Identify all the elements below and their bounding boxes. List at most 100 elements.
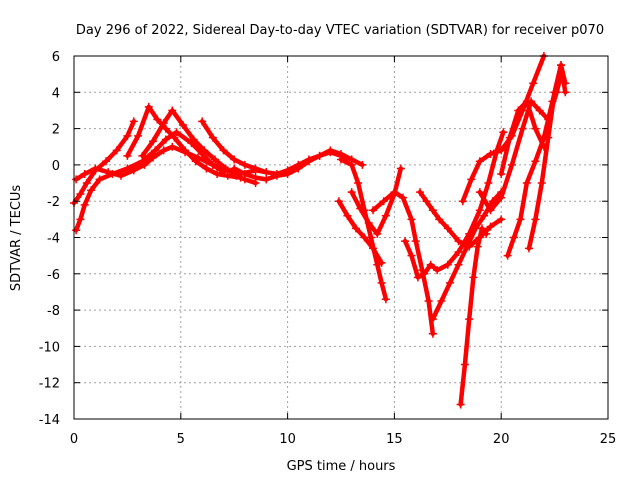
data-point bbox=[315, 151, 324, 160]
data-point bbox=[531, 157, 540, 166]
data-point bbox=[401, 237, 410, 246]
data-point bbox=[123, 164, 132, 173]
data-point bbox=[337, 155, 345, 164]
data-point bbox=[516, 215, 525, 224]
x-axis-label: GPS time / hours bbox=[287, 459, 396, 474]
data-point bbox=[80, 169, 89, 178]
data-point bbox=[230, 164, 239, 173]
data-point bbox=[486, 206, 495, 215]
data-point bbox=[456, 400, 465, 409]
data-point bbox=[465, 315, 474, 324]
data-point bbox=[407, 215, 416, 224]
data-point bbox=[134, 131, 143, 140]
data-point bbox=[159, 146, 168, 155]
data-point bbox=[514, 106, 523, 115]
data-point bbox=[294, 164, 303, 173]
grid-lines bbox=[74, 56, 608, 419]
data-point bbox=[138, 151, 147, 160]
data-point bbox=[426, 260, 435, 269]
y-tick-label: 2 bbox=[52, 123, 60, 138]
data-point bbox=[407, 251, 416, 260]
data-point bbox=[437, 297, 446, 306]
data-point bbox=[550, 88, 559, 97]
x-tick-label: 0 bbox=[70, 432, 78, 447]
data-point bbox=[499, 128, 508, 137]
data-point bbox=[172, 128, 181, 137]
data-point bbox=[557, 61, 566, 70]
data-point bbox=[518, 124, 527, 133]
data-point bbox=[168, 142, 177, 151]
data-point bbox=[535, 106, 544, 115]
data-point bbox=[482, 229, 491, 238]
data-point bbox=[108, 169, 117, 178]
data-point bbox=[210, 155, 219, 164]
data-point bbox=[460, 360, 469, 369]
data-point bbox=[433, 266, 442, 275]
data-point bbox=[522, 97, 531, 106]
data-point bbox=[208, 160, 217, 169]
data-point bbox=[486, 222, 495, 231]
y-tick-label: -10 bbox=[39, 340, 60, 355]
data-point bbox=[221, 164, 230, 173]
series-arc-13 bbox=[417, 189, 504, 249]
data-point bbox=[240, 160, 249, 169]
data-point bbox=[181, 146, 190, 155]
data-point bbox=[390, 188, 399, 197]
x-tick-label: 5 bbox=[177, 432, 185, 447]
data-point bbox=[413, 273, 422, 282]
data-point bbox=[159, 119, 168, 128]
data-point bbox=[354, 179, 363, 188]
data-point bbox=[435, 215, 444, 224]
data-point bbox=[475, 188, 484, 197]
data-point bbox=[373, 260, 382, 269]
data-point bbox=[230, 155, 239, 164]
data-point bbox=[486, 150, 495, 159]
data-point bbox=[251, 164, 260, 173]
data-point bbox=[497, 146, 506, 155]
y-tick-label: -4 bbox=[47, 232, 60, 247]
axis-ticks bbox=[73, 55, 609, 420]
data-point bbox=[377, 278, 386, 287]
data-point bbox=[422, 197, 431, 206]
y-tick-label: -12 bbox=[39, 377, 60, 392]
data-point bbox=[326, 148, 335, 157]
data-point bbox=[428, 315, 437, 324]
data-point bbox=[561, 79, 570, 88]
data-point bbox=[475, 157, 484, 166]
data-point bbox=[475, 206, 484, 215]
chart-title: Day 296 of 2022, Sidereal Day-to-day VTE… bbox=[76, 23, 604, 38]
data-point bbox=[364, 218, 373, 227]
data-point bbox=[153, 115, 162, 124]
data-point bbox=[411, 237, 420, 246]
data-point bbox=[463, 242, 472, 251]
y-tick-label: -6 bbox=[47, 268, 60, 283]
data-point bbox=[529, 79, 538, 88]
x-tick-labels: 0 5 10 15 20 25 bbox=[70, 432, 616, 447]
data-point bbox=[420, 269, 429, 278]
series-arc-10 bbox=[336, 198, 384, 266]
data-point bbox=[381, 295, 390, 304]
x-tick-label: 10 bbox=[279, 432, 296, 447]
data-point bbox=[272, 171, 281, 180]
data-point bbox=[283, 169, 292, 178]
data-point bbox=[369, 206, 378, 215]
data-point bbox=[262, 168, 271, 177]
data-point bbox=[87, 186, 96, 195]
data-point bbox=[189, 135, 198, 144]
data-point bbox=[428, 329, 437, 338]
y-tick-label: 0 bbox=[52, 159, 60, 174]
data-point bbox=[510, 233, 519, 242]
data-point bbox=[123, 131, 132, 140]
data-point bbox=[416, 188, 425, 197]
y-tick-labels: 6 4 2 0 -2 -4 -6 -8 -10 -12 -14 bbox=[39, 50, 60, 428]
data-point bbox=[223, 171, 232, 180]
data-point bbox=[445, 278, 454, 287]
series-arc-20 bbox=[498, 99, 547, 177]
data-point bbox=[170, 133, 179, 142]
data-point bbox=[484, 179, 493, 188]
data-point bbox=[304, 157, 313, 166]
data-point bbox=[102, 157, 111, 166]
data-point bbox=[129, 117, 138, 126]
data-point bbox=[91, 164, 100, 173]
